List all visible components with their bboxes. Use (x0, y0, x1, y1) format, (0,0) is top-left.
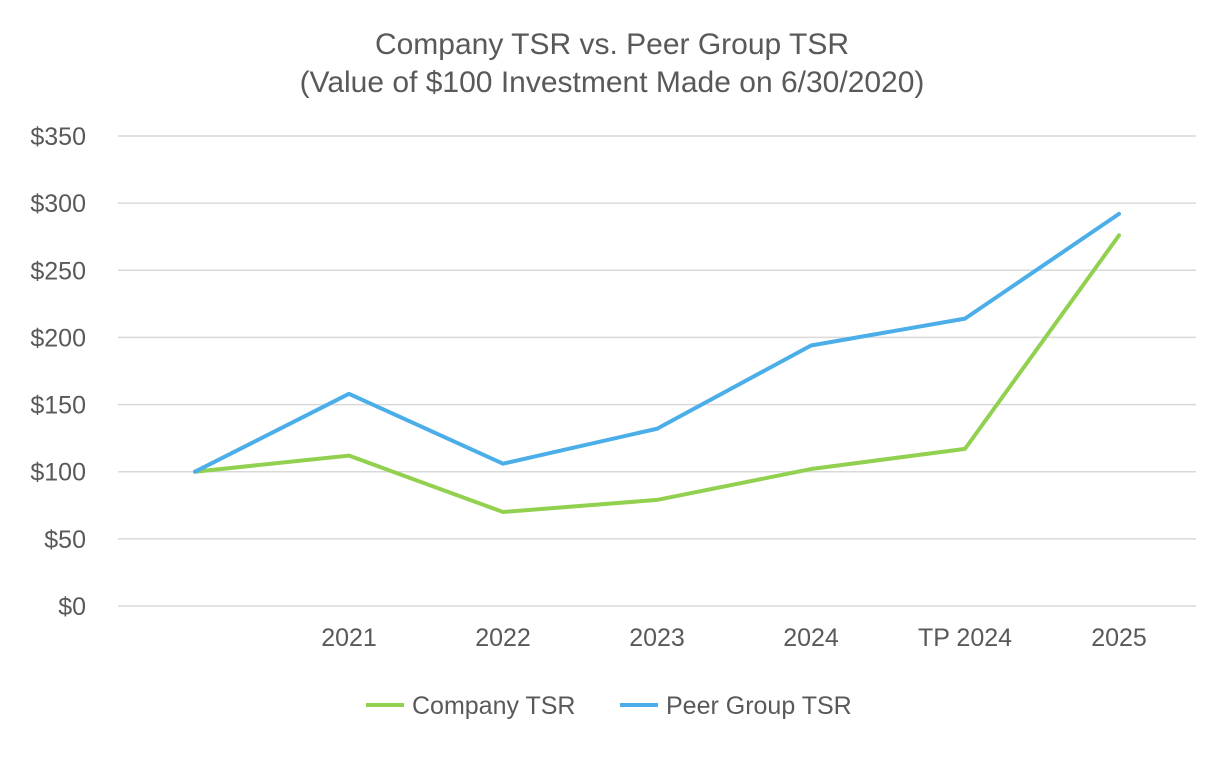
series-line-peer-group-tsr (193, 211, 1121, 474)
y-tick-label-50: $50 (44, 526, 86, 554)
legend-label-peer-group-tsr: Peer Group TSR (666, 692, 852, 720)
series-lines (193, 211, 1121, 514)
x-tick-label-2021: 2021 (321, 624, 377, 652)
chart-subtitle: (Value of $100 Investment Made on 6/30/2… (300, 66, 925, 99)
y-tick-label-300: $300 (30, 190, 86, 218)
series-line-company-tsr (193, 233, 1121, 514)
x-tick-label-2025: 2025 (1091, 624, 1147, 652)
legend-label-company-tsr: Company TSR (412, 692, 576, 720)
y-tick-label-350: $350 (30, 123, 86, 151)
x-tick-label-2024: 2024 (783, 624, 839, 652)
x-tick-label-2022: 2022 (475, 624, 531, 652)
y-tick-label-0: $0 (58, 593, 86, 621)
chart-title: Company TSR vs. Peer Group TSR (375, 28, 849, 61)
x-axis-tick-labels: 2021 2022 2023 2024 TP 2024 2025 (321, 624, 1147, 652)
x-tick-label-2023: 2023 (629, 624, 685, 652)
x-tick-label-tp-2024: TP 2024 (918, 624, 1012, 652)
y-tick-label-250: $250 (30, 257, 86, 285)
y-tick-label-200: $200 (30, 324, 86, 352)
y-tick-label-100: $100 (30, 459, 86, 487)
y-tick-label-150: $150 (30, 392, 86, 420)
y-axis-tick-labels: $0 $50 $100 $150 $200 $250 $300 $350 (30, 123, 86, 621)
legend: Company TSR Peer Group TSR (366, 692, 852, 720)
gridlines (118, 135, 1196, 607)
